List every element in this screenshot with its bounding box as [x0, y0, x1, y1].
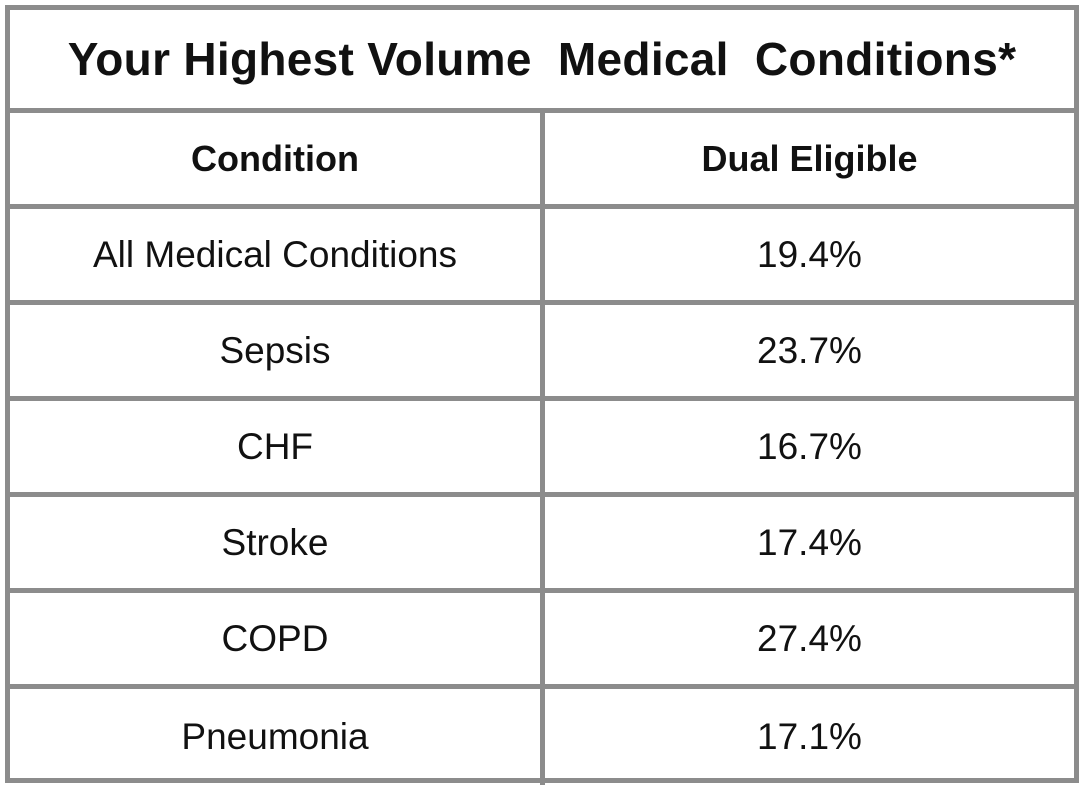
table-title: Your Highest Volume Medical Conditions*	[10, 10, 1074, 113]
column-header-condition: Condition	[10, 113, 545, 204]
table-row: COPD 27.4%	[10, 593, 1074, 689]
dual-eligible-cell: 17.1%	[757, 716, 862, 757]
table-row: Stroke 17.4%	[10, 497, 1074, 593]
conditions-table: Your Highest Volume Medical Conditions* …	[5, 5, 1079, 785]
condition-cell: Pneumonia	[10, 689, 545, 785]
dual-eligible-cell: 16.7%	[757, 425, 862, 467]
condition-cell: Stroke	[10, 497, 545, 588]
condition-cell: CHF	[10, 401, 545, 492]
condition-cell: Sepsis	[10, 305, 545, 396]
table-row: Sepsis 23.7%	[10, 305, 1074, 401]
dual-eligible-cell: 17.4%	[757, 521, 862, 563]
table-row: Pneumonia 17.1%	[10, 689, 1074, 785]
table-body: Condition Dual Eligible All Medical Cond…	[10, 113, 1074, 785]
dual-eligible-cell: 27.4%	[757, 617, 862, 659]
dual-eligible-cell: 19.4%	[757, 233, 862, 275]
table-header-row: Condition Dual Eligible	[10, 113, 1074, 209]
dual-eligible-cell: 23.7%	[757, 329, 862, 371]
condition-cell: All Medical Conditions	[10, 209, 545, 300]
column-header-dual-eligible: Dual Eligible	[701, 137, 918, 179]
table-row: All Medical Conditions 19.4%	[10, 209, 1074, 305]
table-row: CHF 16.7%	[10, 401, 1074, 497]
condition-cell: COPD	[10, 593, 545, 684]
